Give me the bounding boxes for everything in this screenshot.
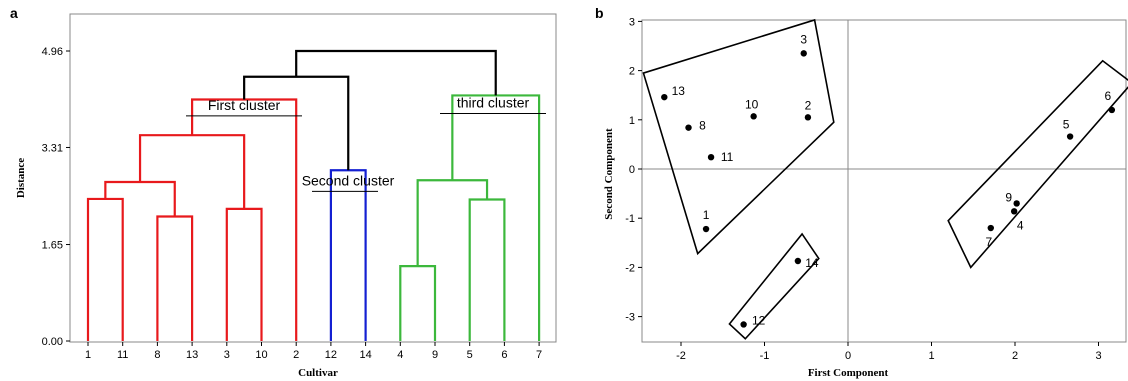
- pca-point-label: 10: [745, 97, 759, 111]
- dendrogram-leaf-label: 8: [154, 349, 160, 361]
- dendrogram-y-axis-label: Distance: [15, 158, 27, 198]
- pca-point-label: 5: [1063, 118, 1070, 132]
- cluster-label: First cluster: [208, 97, 281, 113]
- pca-x-axis-label: First Component: [808, 367, 889, 379]
- pca-group-outline-3: [728, 232, 820, 340]
- dendrogram-merge-5-6: [468, 198, 506, 341]
- pca-x-tick-label: 1: [928, 350, 934, 362]
- pca-point-label: 12: [752, 313, 766, 327]
- pca-x-tick-label: 0: [845, 350, 851, 362]
- dendrogram-leaf-label: 11: [117, 349, 128, 361]
- pca-point-14: [794, 257, 802, 265]
- pca-point-11: [707, 153, 715, 161]
- pca-point-label: 9: [1005, 190, 1012, 204]
- cluster-label: third cluster: [457, 95, 530, 111]
- dendrogram-merge-4-9-5-6-7: [451, 94, 541, 341]
- dendrogram-cluster-annotations: First cluster Second cluster third cluster: [186, 95, 546, 192]
- dendrogram-leaf-label: 3: [224, 349, 230, 361]
- panel-label-b: b: [595, 5, 604, 21]
- dendrogram-leaf-label: 13: [186, 349, 198, 361]
- pca-y-tick-label: -2: [625, 262, 635, 274]
- dendrogram-merge-12-14: [329, 169, 367, 341]
- dendrogram-panel: a Distance Cultivar 0.001.653.314.96 1 11…: [10, 5, 557, 379]
- pca-point-label: 2: [805, 98, 812, 112]
- dendrogram-leaf-label: 7: [536, 349, 542, 361]
- pca-point-label: 8: [699, 119, 706, 133]
- pca-y-tick-label: 1: [629, 115, 635, 127]
- dendrogram-y-ticks: 0.00 1.65 3.31 4.96: [42, 46, 70, 348]
- dendrogram-y-tick-label: 1.65: [42, 240, 63, 252]
- pca-x-tick-label: -2: [676, 350, 686, 362]
- pca-point-12: [740, 321, 747, 328]
- pca-point-6: [1108, 106, 1116, 114]
- dendrogram-leaf-label: 5: [467, 349, 473, 361]
- dendrogram-x-ticks: 1 11 8 13 3 10 2 12 14 4 9 5 6 7: [85, 342, 542, 361]
- dendrogram-leaf-label: 12: [325, 349, 337, 361]
- pca-group-outlines: [642, 18, 1128, 340]
- pca-point-4: [1010, 208, 1018, 215]
- pca-point-1: [702, 225, 710, 233]
- dendrogram-leaf-label: 6: [501, 349, 507, 361]
- pca-point-label: 7: [985, 235, 992, 249]
- pca-point-2: [804, 114, 812, 121]
- pca-y-tick-label: 2: [629, 66, 635, 78]
- pca-point-label: 3: [800, 32, 807, 46]
- dendrogram-merge-1-11-8-13: [104, 180, 176, 217]
- pca-y-axis-label: Second Component: [603, 128, 615, 220]
- panel-label-a: a: [10, 5, 18, 21]
- pca-point-label: 1: [703, 208, 710, 222]
- dendrogram-branches: [86, 49, 541, 341]
- pca-point-9: [1013, 200, 1020, 207]
- dendrogram-merge-4-9: [399, 265, 437, 341]
- pca-point-5: [1066, 133, 1074, 140]
- dendrogram-leaf-label: 14: [359, 349, 371, 361]
- pca-group-outline-2: [947, 59, 1128, 269]
- pca-y-tick-label: 0: [629, 164, 635, 176]
- pca-point-8: [685, 124, 692, 131]
- dendrogram-leaf-label: 4: [397, 349, 403, 361]
- dendrogram-y-tick-label: 3.31: [42, 142, 63, 154]
- pca-x-tick-label: -1: [760, 350, 770, 362]
- dendrogram-leaf-label: 2: [293, 349, 299, 361]
- pca-point-7: [987, 224, 994, 232]
- pca-point-label: 14: [805, 256, 819, 270]
- dendrogram-merge-3-10: [225, 207, 263, 341]
- pca-point-10: [750, 113, 757, 120]
- pca-point-label: 6: [1105, 89, 1112, 103]
- dendrogram-merge-first-second-third: [295, 49, 497, 96]
- dendrogram-merge-1-11: [86, 197, 124, 341]
- pca-point-3: [800, 50, 807, 57]
- dendrogram-merge-4-9-5-6: [416, 179, 489, 267]
- dendrogram-y-tick-label: 0.00: [42, 336, 63, 348]
- dendrogram-leaf-label: 10: [255, 349, 267, 361]
- pca-x-tick-label: 2: [1012, 350, 1018, 362]
- dendrogram-leaf-label: 1: [85, 349, 91, 361]
- pca-point-label: 11: [721, 150, 734, 164]
- pca-point-label: 4: [1017, 218, 1024, 232]
- dendrogram-leaf-label: 9: [432, 349, 438, 361]
- pca-x-tick-label: 3: [1095, 350, 1101, 362]
- pca-point-13: [661, 93, 668, 101]
- pca-group-outline-1: [642, 18, 835, 256]
- dendrogram-plot-frame: [69, 13, 557, 343]
- pca-point-label: 13: [672, 84, 686, 98]
- pca-reference-lines: [642, 20, 1126, 342]
- pca-y-tick-label: 3: [629, 16, 635, 28]
- cluster-label: Second cluster: [302, 172, 395, 188]
- dendrogram-y-tick-label: 4.96: [42, 46, 63, 58]
- pca-y-tick-label: -1: [625, 213, 635, 225]
- pca-y-tick-label: -3: [625, 312, 635, 324]
- dendrogram-merge-1-11-8-13-3-10: [138, 134, 246, 209]
- pca-panel: b Second Component First Component -2 -1 0…: [595, 5, 1128, 379]
- pca-plot-frame: [641, 19, 1127, 343]
- dendrogram-x-axis-label: Cultivar: [298, 367, 338, 379]
- dendrogram-merge-8-13: [156, 215, 194, 341]
